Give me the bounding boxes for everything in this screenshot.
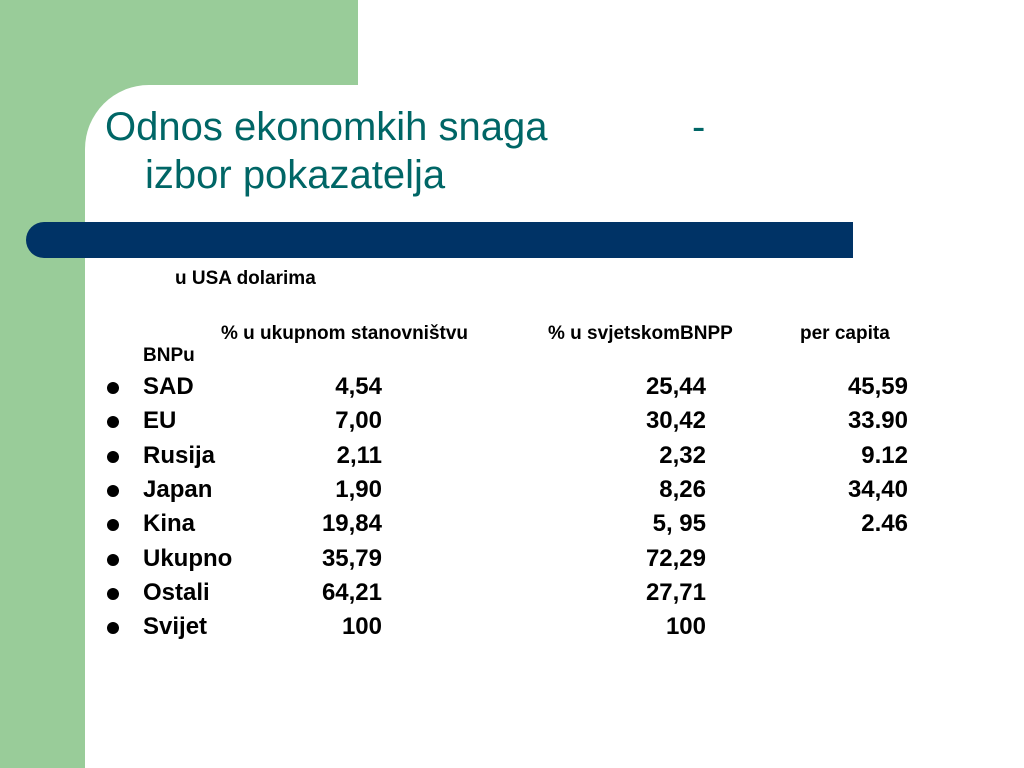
row-population: 35,79 [321,544,382,572]
row-world-gdp: 100 [665,613,706,641]
row-name: Japan [143,475,213,503]
title-dash: - [692,105,706,149]
table-row: EU 7,00 30,42 33.90 [0,404,1024,438]
row-population: 100 [341,613,382,641]
slide-title: Odnos ekonomkih snaga izbor pokazatelja [105,103,548,199]
bullet-icon [107,622,119,635]
table-row: Ostali 64,21 27,71 [0,576,1024,610]
header-bnpu: BNPu [143,345,195,366]
row-name: SAD [143,373,194,400]
table-row: Rusija 2,11 2,32 9.12 [0,439,1024,473]
row-per-capita: 45,59 [847,373,908,400]
unit-note: u USA dolarima [175,268,316,289]
row-population: 7,00 [335,407,382,435]
title-accent-bar [26,222,853,258]
row-population: 4,54 [335,373,382,400]
header-population: % u ukupnom stanovništvu [221,323,469,344]
row-population: 19,84 [321,510,382,538]
row-world-gdp: 8,26 [659,475,706,503]
row-per-capita: 34,40 [847,475,908,503]
row-population: 2,11 [336,441,382,469]
title-line-1: Odnos ekonomkih snaga [105,105,548,149]
bullet-icon [107,587,119,600]
row-world-gdp: 2,32 [659,441,706,469]
bullet-icon [107,484,119,497]
row-world-gdp: 27,71 [645,578,706,606]
header-per-capita: per capita [800,323,890,344]
row-population: 1,90 [335,475,382,503]
table-row: SAD 4,54 25,44 45,59 [0,370,1024,404]
row-population: 64,21 [321,578,382,606]
row-name: Svijet [143,613,208,641]
row-name: EU [143,407,177,435]
bullet-icon [107,553,119,566]
row-world-gdp: 25,44 [645,373,706,400]
row-name: Kina [143,510,196,538]
table-row: Kina 19,84 5, 95 2.46 [0,507,1024,541]
bullet-icon [107,519,119,532]
row-name: Ukupno [143,544,233,572]
bullet-icon [107,416,119,429]
title-line-2: izbor pokazatelja [145,153,446,197]
row-world-gdp: 72,29 [645,544,706,572]
row-world-gdp: 5, 95 [652,510,706,538]
table-row: Ukupno 35,79 72,29 [0,542,1024,576]
bullet-icon [107,382,119,394]
row-name: Ostali [143,578,210,606]
table-row: Japan 1,90 8,26 34,40 [0,473,1024,507]
row-name: Rusija [143,441,216,469]
row-per-capita: 2.46 [861,510,908,538]
row-per-capita: 33.90 [847,407,908,435]
content-panel [85,85,1024,768]
table-row: Svijet 100 100 [0,610,1024,644]
row-world-gdp: 30,42 [645,407,706,435]
header-world-gdp: % u svjetskomBNPP [548,323,733,344]
row-per-capita: 9.12 [861,441,908,469]
bullet-icon [107,450,119,463]
